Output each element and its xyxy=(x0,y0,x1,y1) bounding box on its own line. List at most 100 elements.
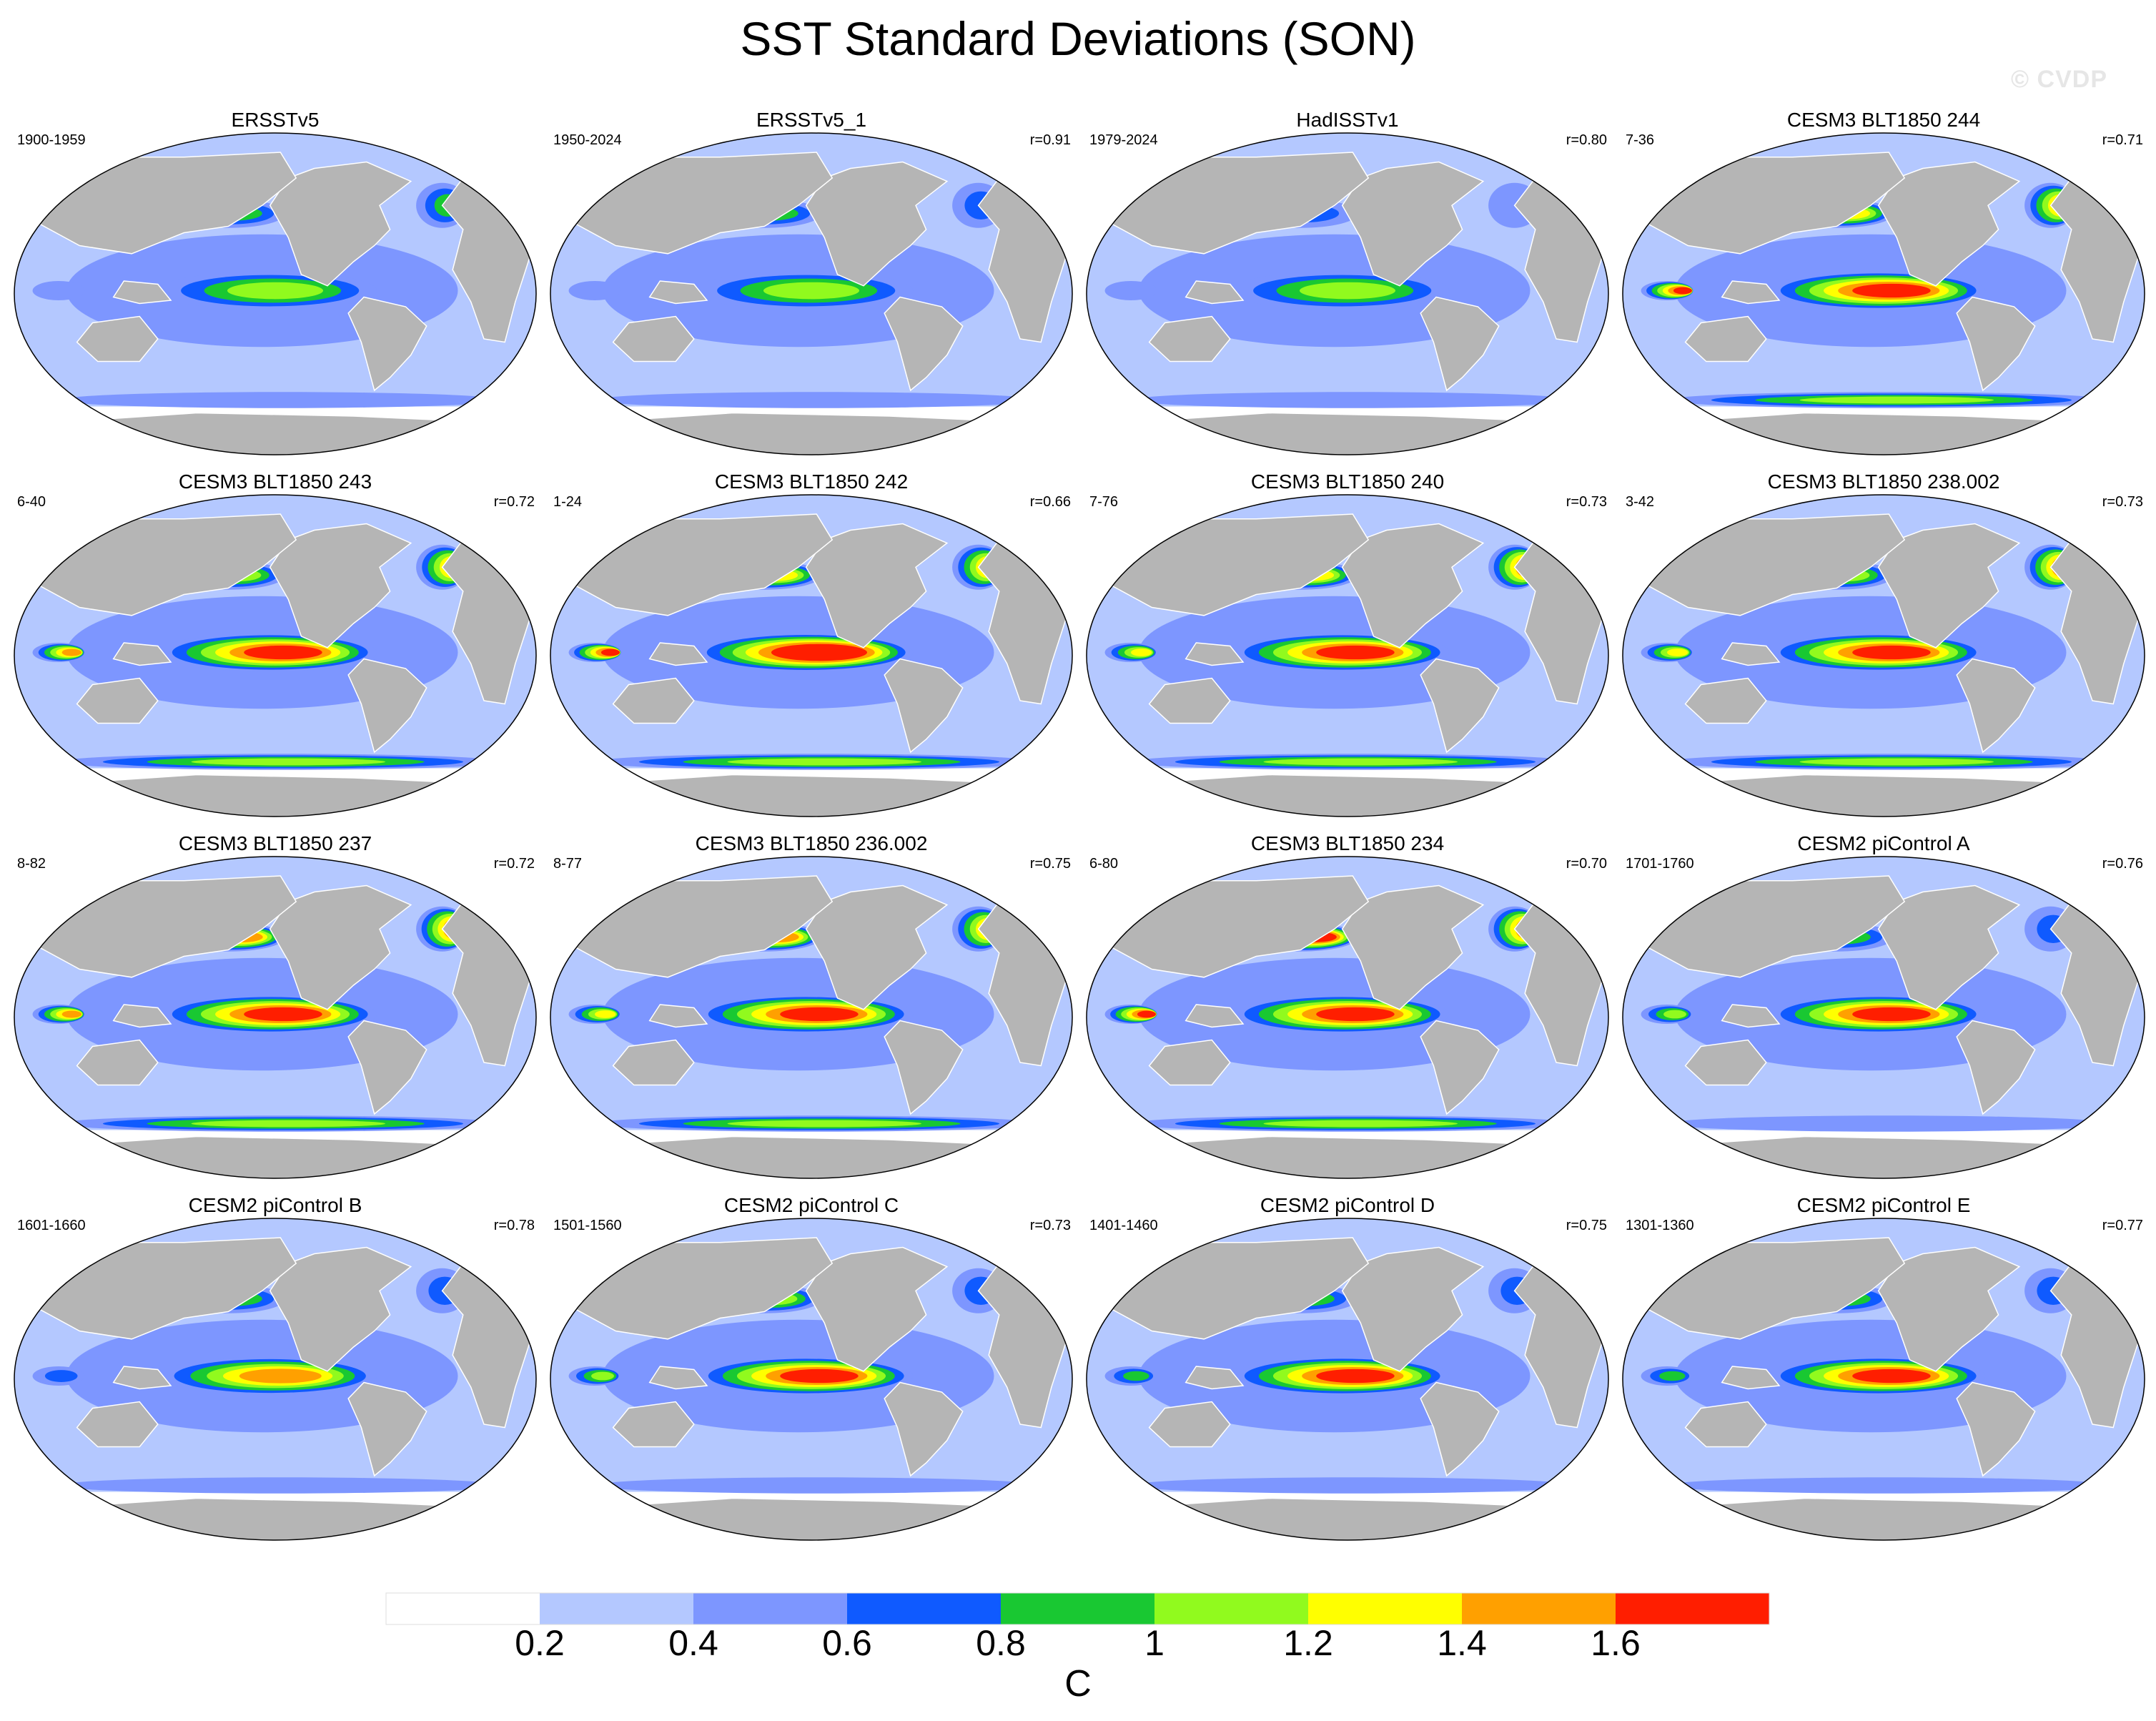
land-antarctica xyxy=(1124,412,1571,455)
land-north-america xyxy=(1341,1246,1485,1372)
land-maritime xyxy=(648,642,708,666)
land-north-america xyxy=(269,161,412,287)
map-outline xyxy=(14,132,537,455)
map-panel: CESM3 BLT1850 243 6-40 r=0.72 xyxy=(7,469,543,819)
map-outline xyxy=(1622,1218,2145,1541)
sst-contour-so xyxy=(1799,396,1994,404)
panel-period: 1979-2024 xyxy=(1089,132,1158,148)
land-antarctica xyxy=(1124,1135,1571,1178)
land-antarctica xyxy=(1660,412,2107,455)
sst-contour-nino xyxy=(1299,282,1396,300)
land-australia xyxy=(1684,1401,1767,1448)
land-australia xyxy=(76,315,159,363)
sst-contour-nino xyxy=(1852,1007,1931,1022)
land-australia xyxy=(612,1401,695,1448)
sst-map xyxy=(1086,494,1609,817)
land-north-america xyxy=(269,1246,412,1372)
sst-contour-so xyxy=(191,758,385,766)
map-outline xyxy=(14,1218,537,1541)
panel-period: 6-80 xyxy=(1089,856,1119,872)
sst-contour-indo xyxy=(1123,1371,1149,1381)
sst-map xyxy=(1086,856,1609,1179)
sst-contour-nino xyxy=(783,646,860,659)
sst-contour-indo xyxy=(591,1371,614,1381)
land-south-america xyxy=(1420,1381,1500,1477)
land-north-america xyxy=(269,523,412,649)
sst-map xyxy=(1086,1218,1609,1541)
panel-pattern-correlation: r=0.72 xyxy=(493,856,535,872)
land-australia xyxy=(1684,677,1767,724)
land-south-america xyxy=(347,1020,427,1115)
colorbar-tick-label: 1.2 xyxy=(1283,1623,1333,1663)
panel-period: 1601-1660 xyxy=(17,1218,86,1233)
sst-contour-so xyxy=(727,1120,921,1128)
colorbar-swatch xyxy=(1001,1593,1155,1624)
panel-period: 1701-1760 xyxy=(1626,856,1694,872)
land-antarctica xyxy=(1660,774,2107,817)
panel-title: CESM3 BLT1850 236.002 xyxy=(695,832,928,854)
land-north-america xyxy=(1877,884,2021,1010)
land-maritime xyxy=(1721,1004,1781,1028)
colorbar-tick-label: 0.4 xyxy=(668,1623,718,1663)
land-antarctica xyxy=(1660,1497,2107,1540)
map-panel: CESM2 piControl D 1401-1460 r=0.75 xyxy=(1079,1193,1616,1543)
land-antarctica xyxy=(1124,1497,1571,1540)
land-maritime xyxy=(1185,1366,1245,1390)
land-north-america xyxy=(805,884,949,1010)
land-north-america xyxy=(805,1246,949,1372)
panel-period: 1401-1460 xyxy=(1089,1218,1158,1233)
sst-contour-indo xyxy=(44,1370,78,1382)
sst-contour-so xyxy=(1263,758,1458,766)
map-panel: CESM3 BLT1850 234 6-80 r=0.70 xyxy=(1079,831,1616,1181)
map-outline xyxy=(1086,1218,1609,1541)
land-south-america xyxy=(884,1381,964,1477)
panel-title: CESM3 BLT1850 234 xyxy=(1250,832,1445,854)
map-panel: ERSSTv5_1 1950-2024 r=0.91 xyxy=(543,107,1079,458)
map-panel: CESM2 piControl C 1501-1560 r=0.73 xyxy=(543,1193,1079,1543)
sst-contour-indo xyxy=(568,281,621,300)
sst-contour-indo xyxy=(595,1010,616,1018)
colorbar-units-label: C xyxy=(1064,1663,1092,1705)
map-panel-grid: ERSSTv5 1900-1959 ERSSTv5_1 1950-2024 r=0.91… xyxy=(7,107,2152,1543)
map-panel: CESM2 piControl A 1701-1760 r=0.76 xyxy=(1616,831,2152,1181)
land-maritime xyxy=(1721,642,1781,666)
copyright-watermark: © CVDP xyxy=(2011,66,2107,93)
map-panel: HadISSTv1 1979-2024 r=0.80 xyxy=(1079,107,1616,458)
sst-contour-indo xyxy=(1104,281,1157,300)
land-north-america xyxy=(1877,1246,2021,1372)
land-south-america xyxy=(884,296,964,392)
colorbar-tick-label: 0.8 xyxy=(976,1623,1026,1663)
land-maritime xyxy=(112,280,172,305)
land-australia xyxy=(1148,1039,1231,1086)
sst-contour-nino xyxy=(244,1007,322,1022)
panel-period: 7-36 xyxy=(1626,132,1655,148)
panel-pattern-correlation: r=0.80 xyxy=(1566,132,1607,148)
panel-pattern-correlation: r=0.76 xyxy=(2102,856,2143,872)
land-antarctica xyxy=(51,774,499,817)
panel-title: CESM2 piControl C xyxy=(723,1194,899,1216)
land-antarctica xyxy=(51,1497,499,1540)
sst-contour-nino xyxy=(1852,645,1931,660)
colorbar-tick-label: 0.6 xyxy=(822,1623,872,1663)
sst-map xyxy=(1622,494,2145,817)
map-outline xyxy=(14,494,537,817)
map-panel: CESM3 BLT1850 244 7-36 r=0.71 xyxy=(1616,107,2152,458)
sst-contour-indo xyxy=(1137,1010,1156,1018)
land-antarctica xyxy=(51,1135,499,1178)
map-outline xyxy=(1086,856,1609,1179)
land-south-america xyxy=(347,1381,427,1477)
colorbar-tick-label: 1.6 xyxy=(1591,1623,1641,1663)
panel-period: 1501-1560 xyxy=(553,1218,622,1233)
panel-pattern-correlation: r=0.91 xyxy=(1029,132,1071,148)
colorbar-swatch xyxy=(693,1593,848,1624)
land-north-america xyxy=(805,161,949,287)
colorbar-swatch xyxy=(847,1593,1002,1624)
panel-period: 1900-1959 xyxy=(17,132,86,148)
sst-contour-so xyxy=(1667,1115,2111,1132)
land-antarctica xyxy=(588,1497,1035,1540)
land-australia xyxy=(1684,1039,1767,1086)
panel-pattern-correlation: r=0.75 xyxy=(1566,1218,1607,1233)
land-maritime xyxy=(1185,1004,1245,1028)
land-australia xyxy=(1148,677,1231,724)
colorbar-swatch xyxy=(1616,1593,1770,1624)
